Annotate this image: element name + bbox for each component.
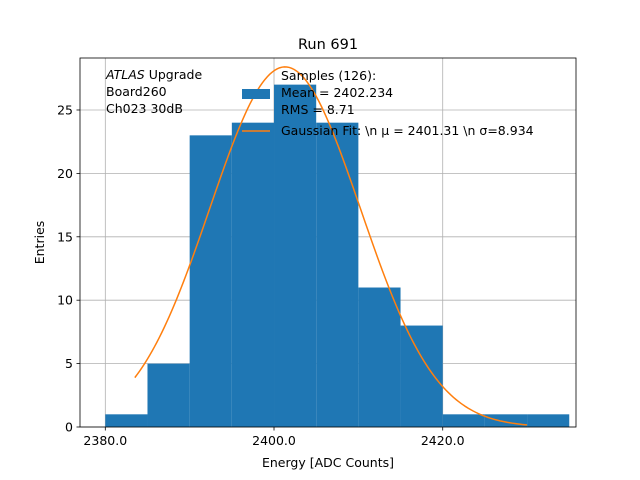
legend-histogram-label-2: RMS = 8.71 (281, 102, 355, 117)
histogram-bar-0 (105, 414, 148, 427)
y-axis-label: Entries (32, 221, 47, 265)
legend-fit-label: Gaussian Fit: \n μ = 2401.31 \n σ=8.934 (281, 123, 534, 138)
y-tick-label-2: 10 (57, 293, 73, 308)
histogram-bar-7 (400, 325, 443, 427)
x-tick-label-0: 2380.0 (83, 433, 127, 448)
x-axis-label: Energy [ADC Counts] (262, 455, 394, 470)
histogram-bar-2 (189, 135, 232, 427)
annotation-line-3: Ch023 30dB (106, 101, 183, 116)
histogram-bar-3 (231, 122, 275, 427)
histogram-bar-4 (274, 84, 317, 427)
y-tick-label-3: 15 (57, 229, 73, 244)
histogram-bar-9 (484, 414, 528, 427)
legend: Samples (126): Mean = 2402.234 RMS = 8.7… (242, 68, 534, 138)
atlas-label: ATLAS (105, 67, 145, 82)
histogram-bar-10 (527, 414, 570, 427)
upgrade-label: Upgrade (145, 67, 203, 82)
histogram-bar-5 (316, 122, 359, 427)
atlas-annotation: ATLAS Upgrade Board260 Ch023 30dB (105, 67, 202, 116)
gaussian-fit (134, 66, 528, 426)
histogram-bar-1 (147, 363, 190, 427)
y-tick-label-0: 0 (65, 420, 73, 435)
y-tick-label-1: 5 (65, 356, 73, 371)
legend-histogram-label-0: Samples (126): (281, 68, 376, 83)
histogram-bars (105, 84, 570, 427)
chart-title: Run 691 (298, 37, 358, 53)
plot-frame (79, 57, 577, 428)
legend-histogram-swatch (242, 89, 270, 99)
x-tick-label-2: 2420.0 (421, 433, 465, 448)
histogram-bar-6 (358, 287, 401, 427)
annotation-line-1: ATLAS Upgrade (105, 67, 202, 82)
gaussian-fit-line (134, 66, 528, 426)
annotation-line-2: Board260 (106, 84, 167, 99)
histogram-bar-8 (442, 414, 485, 427)
legend-histogram-label-1: Mean = 2402.234 (281, 85, 393, 100)
axis-ticks: 2380.0 2400.0 2420.0 0 5 10 15 20 25 (57, 102, 465, 448)
y-tick-label-5: 25 (57, 102, 73, 117)
x-tick-label-1: 2400.0 (252, 433, 296, 448)
y-tick-label-4: 20 (57, 166, 73, 181)
